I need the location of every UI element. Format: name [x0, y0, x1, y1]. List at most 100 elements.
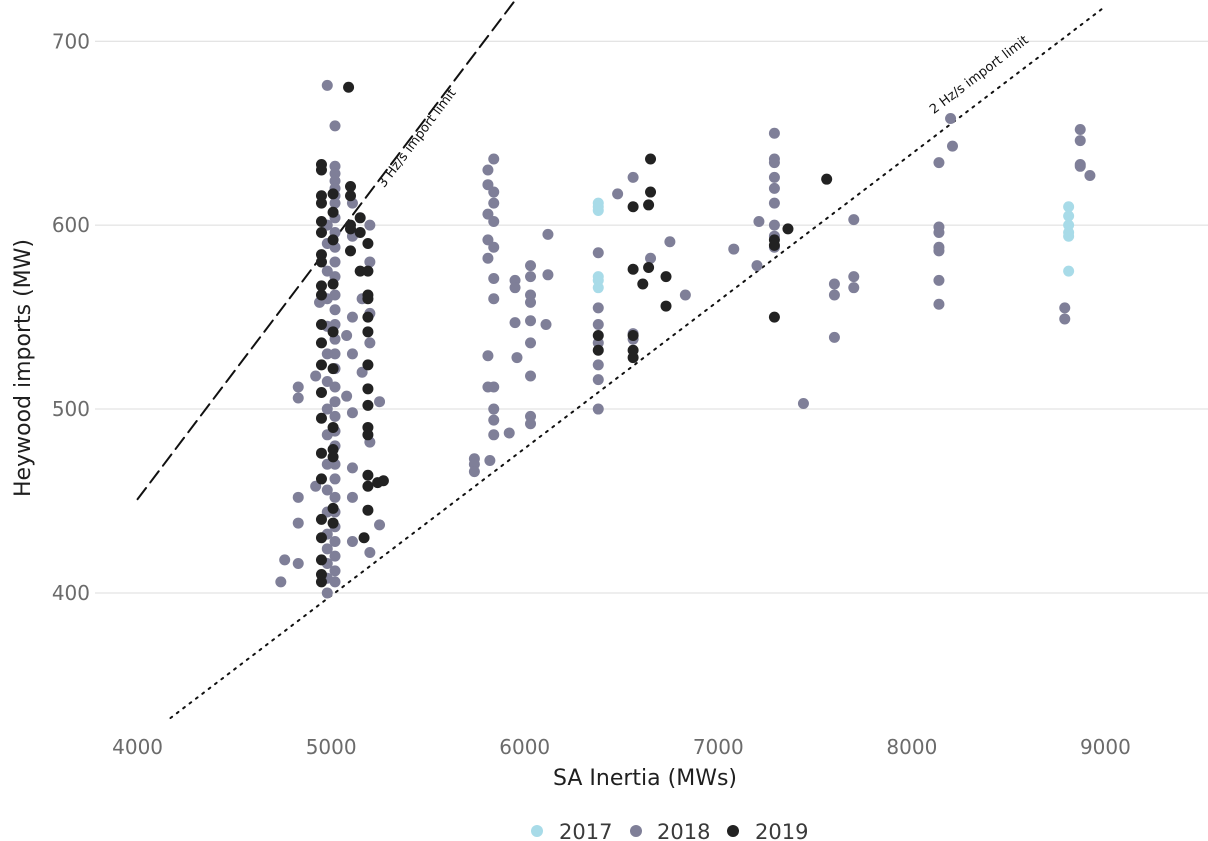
point-2018	[275, 576, 287, 588]
point-2018	[933, 274, 945, 286]
tick-labels: 400 500 600 700 4000 5000 6000 7000 8000 9000	[52, 29, 1131, 759]
point-2018	[310, 370, 322, 382]
point-2019	[345, 181, 357, 193]
point-2018	[321, 484, 333, 496]
point-2018	[1074, 135, 1086, 147]
point-2018	[828, 278, 840, 290]
point-2019	[660, 300, 672, 312]
point-2019	[315, 227, 327, 239]
point-2018	[1059, 313, 1071, 325]
point-2018	[1074, 124, 1086, 136]
point-2019	[315, 473, 327, 485]
point-2018	[364, 337, 376, 349]
point-2019	[768, 239, 780, 251]
point-2018	[592, 359, 604, 371]
point-2019	[362, 311, 374, 323]
point-2017	[592, 204, 604, 216]
point-2018	[364, 256, 376, 268]
point-2019	[315, 164, 327, 176]
point-2019	[315, 337, 327, 349]
point-2019	[315, 280, 327, 292]
point-2018	[933, 157, 945, 169]
point-2019	[362, 265, 374, 277]
point-2018	[768, 157, 780, 169]
point-2019	[354, 212, 366, 224]
point-2019	[782, 223, 794, 235]
point-2018	[310, 480, 322, 492]
point-2018	[933, 227, 945, 239]
point-2018	[525, 370, 537, 382]
point-2018	[664, 236, 676, 248]
point-2019	[343, 81, 355, 93]
point-2018	[768, 127, 780, 139]
point-2018	[768, 219, 780, 231]
point-2018	[679, 289, 691, 301]
point-2018	[645, 252, 657, 264]
point-2018	[356, 366, 368, 378]
point-2019	[362, 359, 374, 371]
y-tick-label: 500	[52, 397, 90, 421]
point-2018	[321, 587, 333, 599]
point-2018	[321, 429, 333, 441]
point-2018	[768, 197, 780, 209]
point-2018	[364, 219, 376, 231]
point-2018	[321, 543, 333, 555]
point-2018	[540, 318, 552, 330]
point-2018	[329, 473, 341, 485]
point-2019	[315, 359, 327, 371]
point-2018	[341, 329, 353, 341]
point-2018	[329, 197, 341, 209]
point-2018	[525, 418, 537, 430]
x-tick-label: 7000	[693, 735, 744, 759]
point-2018	[292, 392, 304, 404]
x-tick-label: 4000	[112, 735, 163, 759]
point-2018	[1074, 160, 1086, 172]
point-2019	[315, 197, 327, 209]
point-2019	[327, 421, 339, 433]
point-2018	[329, 120, 341, 132]
point-2018	[482, 179, 494, 191]
point-2018	[1084, 170, 1096, 182]
point-2019	[354, 265, 366, 277]
point-2018	[525, 296, 537, 308]
point-2018	[482, 350, 494, 362]
point-2018	[329, 491, 341, 503]
point-2019	[345, 190, 357, 202]
gridlines	[95, 40, 1208, 594]
point-2019	[315, 289, 327, 301]
point-2018	[946, 140, 958, 152]
point-2018	[374, 519, 386, 531]
point-2018	[828, 289, 840, 301]
import-limit-3hz-line	[136, 0, 517, 501]
point-2018	[329, 535, 341, 547]
point-2018	[321, 458, 333, 470]
point-2018	[933, 298, 945, 310]
point-2017	[592, 282, 604, 294]
legend-label-2018: 2018	[657, 820, 710, 841]
point-2017	[1063, 210, 1075, 222]
point-2019	[645, 186, 657, 198]
point-2018	[848, 214, 860, 226]
point-2018	[321, 348, 333, 360]
point-2018	[592, 403, 604, 415]
point-2019	[362, 326, 374, 338]
point-2018	[751, 260, 763, 272]
point-2019	[627, 263, 639, 275]
point-2019	[592, 329, 604, 341]
point-2019	[354, 227, 366, 239]
point-2018	[292, 381, 304, 393]
point-2018	[488, 186, 500, 198]
point-2018	[1059, 302, 1071, 314]
point-2017	[1063, 265, 1075, 277]
point-2019	[645, 153, 657, 165]
point-2018	[627, 171, 639, 183]
y-tick-label: 700	[52, 29, 90, 53]
y-tick-label: 600	[52, 213, 90, 237]
point-2018	[329, 410, 341, 422]
point-2018	[329, 565, 341, 577]
x-tick-label: 8000	[886, 735, 937, 759]
point-2018	[542, 228, 554, 240]
point-2018	[592, 302, 604, 314]
point-2019	[315, 532, 327, 544]
point-2019	[592, 344, 604, 356]
